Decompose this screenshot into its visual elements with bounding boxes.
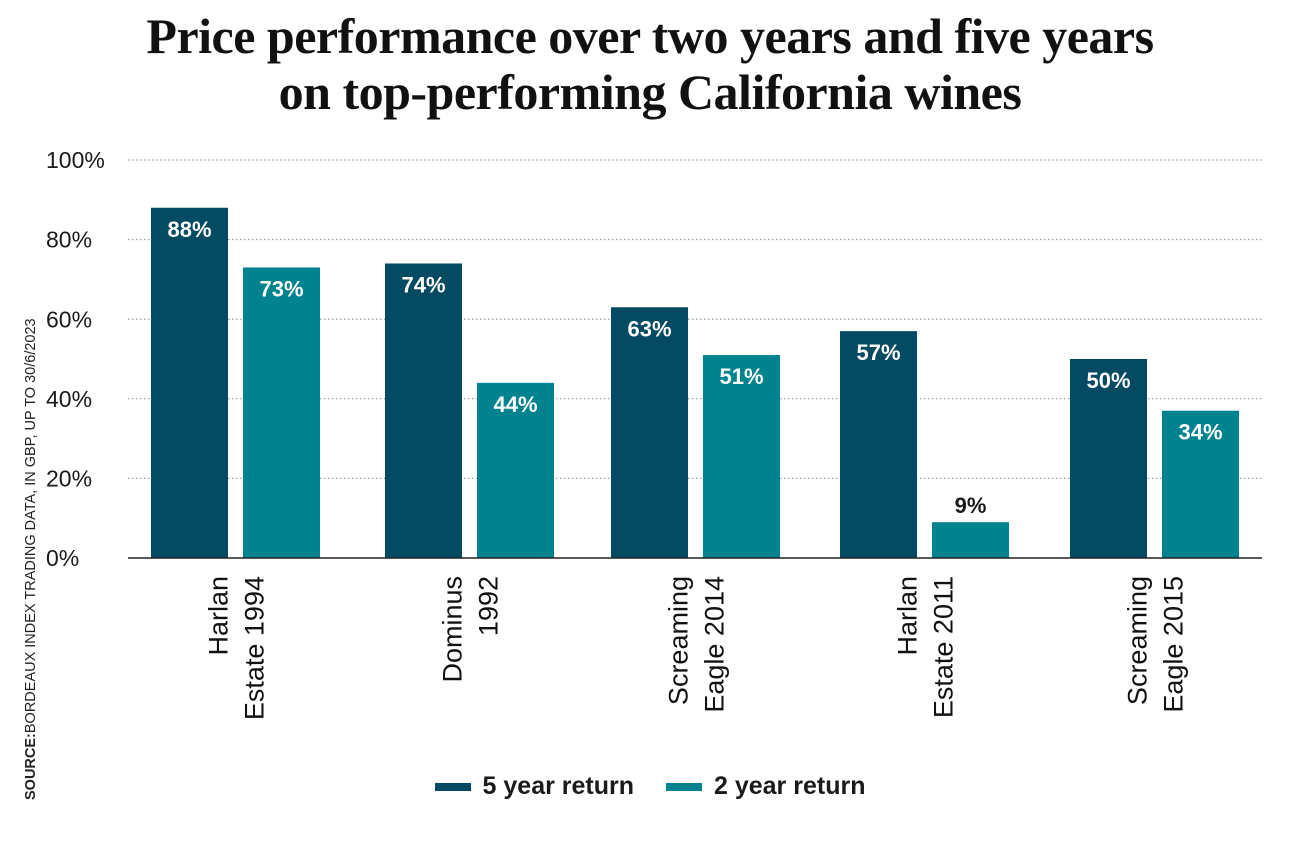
category-label-line: Eagle 2014 xyxy=(700,576,730,713)
y-tick-label: 0% xyxy=(46,545,79,571)
category-label: Screaming Eagle 2014 xyxy=(664,576,730,713)
bar-value-label: 50% xyxy=(1086,368,1130,393)
bar-value-label: 88% xyxy=(167,217,211,242)
y-tick-label: 60% xyxy=(46,306,92,332)
category-label: Dominus 1992 xyxy=(438,576,504,683)
y-tick-label: 100% xyxy=(46,147,105,173)
legend-label-5-year: 5 year return xyxy=(482,772,634,800)
y-tick-label: 40% xyxy=(46,386,92,412)
bar-5yr xyxy=(1070,359,1147,558)
bar-value-label: 9% xyxy=(955,493,987,518)
category-label-line: Estate 1994 xyxy=(240,576,270,720)
bar-2yr xyxy=(243,267,320,558)
category-label-line: Estate 2011 xyxy=(929,576,959,718)
category-label: Screaming Eagle 2015 xyxy=(1123,576,1189,713)
category-label-line: 1992 xyxy=(474,576,504,636)
bar-5yr xyxy=(840,331,917,558)
category-label-line: Eagle 2015 xyxy=(1159,576,1189,713)
chart-title-line-1: Price performance over two years and fiv… xyxy=(146,8,1154,64)
category-label-line: Harlan xyxy=(204,576,234,656)
bar-2yr xyxy=(477,382,554,558)
category-label-line: Screaming xyxy=(664,576,694,705)
bar-2yr xyxy=(1162,410,1239,558)
bar-value-label: 51% xyxy=(719,364,763,389)
category-label: Harlan Estate 2011 xyxy=(893,576,959,718)
legend-swatch-5-year xyxy=(434,782,471,791)
legend-label-2-year: 2 year return xyxy=(714,772,866,800)
bar-value-label: 63% xyxy=(627,316,671,341)
y-tick-label: 80% xyxy=(46,227,92,253)
bar-5yr xyxy=(151,207,228,558)
legend-swatch-2-year xyxy=(666,782,702,791)
bar-value-label: 73% xyxy=(259,276,303,301)
legend-item-2-year: 2 year return xyxy=(666,772,865,801)
chart-title-line-2: on top-performing California wines xyxy=(278,64,1022,120)
category-label-line: Dominus xyxy=(438,576,468,683)
bar-2yr xyxy=(703,355,780,558)
category-label-line: Harlan xyxy=(893,576,923,656)
bar-value-label: 34% xyxy=(1178,420,1222,445)
category-label: Harlan Estate 1994 xyxy=(204,576,270,720)
category-label-line: Screaming xyxy=(1123,576,1153,705)
legend: 5 year return 2 year return xyxy=(0,772,1300,801)
y-tick-label: 20% xyxy=(46,465,92,491)
bar-value-label: 44% xyxy=(493,392,537,417)
bar-value-label: 74% xyxy=(401,272,445,297)
bar-2yr xyxy=(932,522,1009,558)
chart-title: Price performance over two years and fiv… xyxy=(0,8,1300,120)
legend-item-5-year: 5 year return xyxy=(434,772,634,801)
bar-value-label: 57% xyxy=(856,340,900,365)
bar-5yr xyxy=(385,263,462,558)
bar-5yr xyxy=(611,307,688,558)
